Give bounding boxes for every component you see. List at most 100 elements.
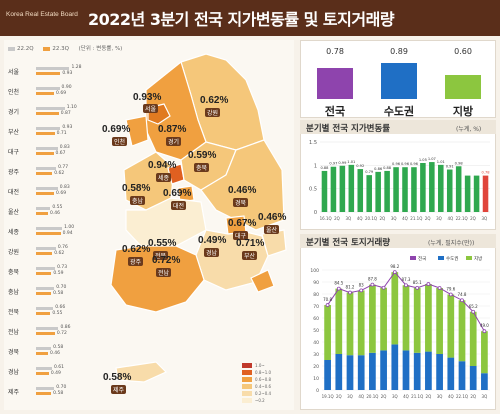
side-value-cur: 0.59 bbox=[53, 271, 64, 276]
side-value-cur: 0.93 bbox=[62, 71, 73, 76]
side-value-prev: 0.83 bbox=[59, 145, 70, 150]
side-value-cur: 0.46 bbox=[50, 211, 61, 216]
side-value-prev: 0.83 bbox=[59, 185, 70, 190]
kpi-card: 0.78 전국 0.89 수도권 0.60 지방 bbox=[300, 40, 496, 118]
volume-total-point bbox=[381, 285, 386, 290]
rate-data-label: 0.98 bbox=[455, 161, 464, 165]
volume-bar-capital bbox=[413, 352, 421, 390]
volume-ytick-label: 70 bbox=[313, 304, 319, 310]
side-row: 경기 1.10 0.87 bbox=[6, 102, 84, 122]
volume-bar-local bbox=[413, 287, 421, 353]
rate-xtick-label: 2Q bbox=[470, 216, 476, 221]
side-bar-prev bbox=[36, 267, 56, 270]
rate-data-label: 0.88 bbox=[383, 166, 392, 170]
volume-data-label: 81.2 bbox=[346, 285, 355, 290]
side-bar-prev bbox=[36, 207, 51, 210]
side-bar-prev bbox=[36, 167, 57, 170]
side-row-label: 경북 bbox=[8, 349, 20, 356]
volume-bar-capital bbox=[447, 357, 455, 390]
side-row: 충남 0.70 0.58 bbox=[6, 282, 84, 302]
side-bar-prev bbox=[36, 287, 55, 290]
rate-xtick-label: 3Q bbox=[436, 216, 442, 221]
rate-bar bbox=[473, 175, 480, 212]
volume-chart-unit: (누계, 필지수(만)) bbox=[428, 240, 475, 247]
volume-bar-capital bbox=[335, 354, 343, 390]
legend-cur: 22.3Q bbox=[43, 46, 69, 52]
scale-label: 1.0~ bbox=[255, 363, 265, 368]
rate-ytick-label: 1.5 bbox=[309, 140, 317, 146]
side-value-cur: 0.55 bbox=[52, 311, 63, 316]
map-tag-chungbuk: 충북 bbox=[194, 163, 210, 172]
side-row-label: 대구 bbox=[8, 149, 20, 156]
volume-ytick-label: 30 bbox=[313, 352, 319, 358]
volume-xtick-label: 22.1Q bbox=[456, 394, 468, 399]
map-region-gyeongbuk bbox=[200, 139, 285, 231]
side-bar-cur bbox=[36, 232, 61, 235]
map-tag-chungnam: 충남 bbox=[130, 196, 146, 205]
side-row: 광주 0.77 0.62 bbox=[6, 162, 84, 182]
volume-bar-local bbox=[481, 331, 488, 374]
side-bar-prev bbox=[36, 187, 58, 190]
side-bar-cur bbox=[36, 392, 52, 395]
map-value-busan: 0.71% bbox=[236, 238, 265, 249]
volume-ytick-label: 10 bbox=[313, 376, 319, 382]
side-bar-cur bbox=[36, 312, 51, 315]
map-tag-gangwon: 강원 bbox=[205, 108, 221, 117]
side-row: 울산 0.55 0.46 bbox=[6, 202, 84, 222]
volume-xtick-label: 4Q bbox=[448, 394, 454, 399]
side-value-cur: 0.69 bbox=[56, 91, 67, 96]
rate-data-label: 1.07 bbox=[428, 157, 436, 161]
volume-ytick-label: 40 bbox=[313, 340, 319, 346]
map-value-daegu: 0.67% bbox=[228, 218, 257, 229]
volume-bar-capital bbox=[391, 344, 399, 390]
volume-bar-capital bbox=[436, 354, 443, 390]
side-bar-prev bbox=[36, 347, 52, 350]
volume-data-label: 83 bbox=[359, 282, 365, 287]
volume-data-label: 98.2 bbox=[390, 264, 399, 269]
kpi-national-value: 0.78 bbox=[326, 47, 344, 56]
header-bar: Korea Real Estate Board 2022년 3분기 전국 지가변… bbox=[0, 0, 500, 36]
side-value-prev: 0.66 bbox=[55, 305, 66, 310]
kpi-national-label: 전국 bbox=[324, 105, 346, 118]
side-bar-cur bbox=[36, 152, 54, 155]
side-value-cur: 0.46 bbox=[50, 351, 61, 356]
side-value-prev: 0.77 bbox=[58, 165, 69, 170]
map-tag-busan: 부산 bbox=[242, 251, 258, 260]
volume-bar-capital bbox=[425, 351, 432, 390]
volume-bar-capital bbox=[369, 352, 376, 390]
side-row-label: 서울 bbox=[8, 69, 20, 76]
side-value-prev: 0.93 bbox=[62, 125, 73, 130]
map-tag-gyeongnam: 경남 bbox=[204, 248, 220, 257]
side-bar-cur bbox=[36, 192, 55, 195]
side-value-prev: 0.76 bbox=[57, 245, 68, 250]
rate-bar bbox=[339, 165, 346, 212]
rate-data-label: 1.01 bbox=[347, 160, 355, 164]
scale-swatch bbox=[242, 398, 252, 403]
kpi-national-bar bbox=[317, 67, 353, 99]
volume-data-label: 87.3 bbox=[402, 277, 411, 282]
side-bar-cur bbox=[36, 132, 55, 135]
volume-bar-capital bbox=[469, 366, 477, 390]
scale-swatch bbox=[242, 363, 252, 368]
volume-xtick-label: 3Q bbox=[347, 394, 353, 399]
map-tag-gwangju: 광주 bbox=[128, 257, 144, 266]
side-row: 전북 0.66 0.55 bbox=[6, 302, 84, 322]
volume-total-point bbox=[404, 283, 408, 288]
side-row-label: 세종 bbox=[8, 229, 20, 236]
volume-ytick-label: 90 bbox=[313, 280, 319, 286]
side-row: 경남 0.61 0.49 bbox=[6, 362, 84, 382]
side-value-prev: 0.70 bbox=[56, 385, 67, 390]
volume-ytick-label: 100 bbox=[310, 268, 319, 274]
rate-xtick-label: 4Q bbox=[447, 216, 453, 221]
page-title: 2022년 3분기 전국 지가변동률 및 토지거래량 bbox=[88, 10, 395, 29]
volume-xtick-label: 2Q bbox=[470, 394, 476, 399]
rate-xtick-label: 3Q bbox=[481, 216, 487, 221]
volume-bar-local bbox=[447, 294, 455, 358]
volume-bar-local bbox=[324, 305, 331, 360]
rate-data-label: 1.05 bbox=[419, 158, 427, 162]
rate-bar bbox=[357, 169, 364, 212]
map-tag-sejong: 세종 bbox=[156, 173, 172, 182]
map-tag-jeonbuk: 전북 bbox=[153, 251, 169, 260]
side-bar-cur bbox=[36, 252, 53, 255]
legend-prev: 22.2Q bbox=[8, 46, 34, 52]
